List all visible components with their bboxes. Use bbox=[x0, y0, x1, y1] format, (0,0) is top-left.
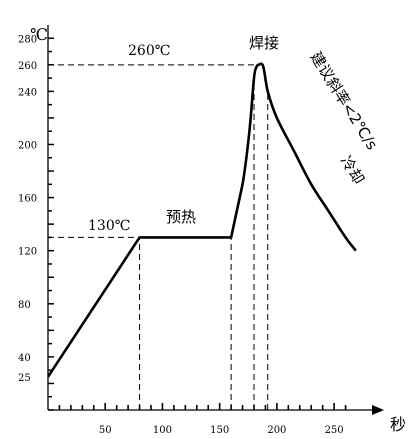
y-ticks: 25 40 80 120 160 200 240 260 280 bbox=[18, 34, 54, 411]
preheat-zone-label: 预热 bbox=[166, 208, 196, 226]
y-tick-label: 25 bbox=[18, 373, 31, 384]
y-tick-label: 160 bbox=[18, 194, 37, 205]
x-axis-unit-label: 秒 bbox=[390, 415, 406, 434]
reference-lines bbox=[48, 64, 269, 410]
y-axis-unit-label: ℃ bbox=[30, 25, 48, 44]
peak-temp-label: 260℃ bbox=[128, 43, 170, 59]
x-tick-label: 150 bbox=[210, 425, 229, 436]
y-tick-label: 120 bbox=[18, 247, 37, 258]
preheat-temp-label: 130℃ bbox=[88, 218, 130, 234]
x-tick-label: 250 bbox=[325, 425, 344, 436]
x-tick-label: 100 bbox=[153, 425, 172, 436]
series-layer bbox=[46, 62, 357, 378]
x-ticks: 50 100 150 200 250 bbox=[58, 403, 347, 436]
y-tick-label: 260 bbox=[18, 61, 37, 72]
series-line-0 bbox=[46, 62, 357, 378]
x-tick-label: 50 bbox=[99, 425, 112, 436]
slope-note-label: 建议斜率<2℃/s bbox=[307, 49, 382, 154]
y-tick-label: 200 bbox=[18, 140, 37, 151]
y-tick-label: 80 bbox=[18, 300, 31, 311]
cooling-zone-label: 冷却 bbox=[337, 153, 368, 188]
y-tick-label: 280 bbox=[18, 34, 37, 45]
x-tick-label: 200 bbox=[267, 425, 286, 436]
y-tick-label: 40 bbox=[18, 353, 31, 364]
x-axis-arrow bbox=[372, 405, 384, 415]
solder-zone-label: 焊接 bbox=[249, 34, 279, 52]
y-tick-label: 240 bbox=[18, 87, 37, 98]
